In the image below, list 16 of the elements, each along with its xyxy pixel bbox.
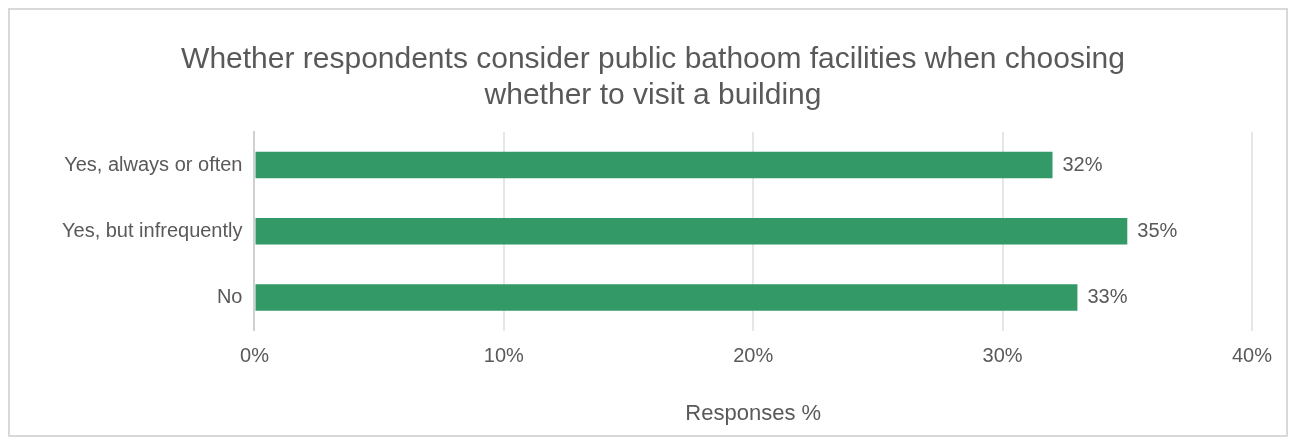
x-axis-title: Responses % — [685, 399, 822, 425]
x-tick-label: 10% — [483, 344, 525, 367]
bar — [255, 284, 1078, 311]
data-label: 33% — [1087, 285, 1128, 308]
y-tick-label: No — [216, 285, 243, 308]
chart-title: Whether respondents consider public bathoom facilities when choosing whether to visit a building — [181, 41, 1125, 111]
bar — [255, 151, 1053, 179]
y-tick-label: Yes, always or often — [64, 152, 243, 175]
data-label: 32% — [1062, 152, 1103, 175]
x-tick-label: 30% — [982, 344, 1023, 367]
data-label: 35% — [1137, 218, 1178, 241]
bar — [255, 218, 1128, 245]
x-tick-label: 40% — [1231, 344, 1273, 367]
x-tick-label: 20% — [733, 344, 774, 367]
y-tick-label: Yes, but infrequently — [62, 218, 243, 241]
x-tick-label: 0% — [240, 344, 270, 367]
